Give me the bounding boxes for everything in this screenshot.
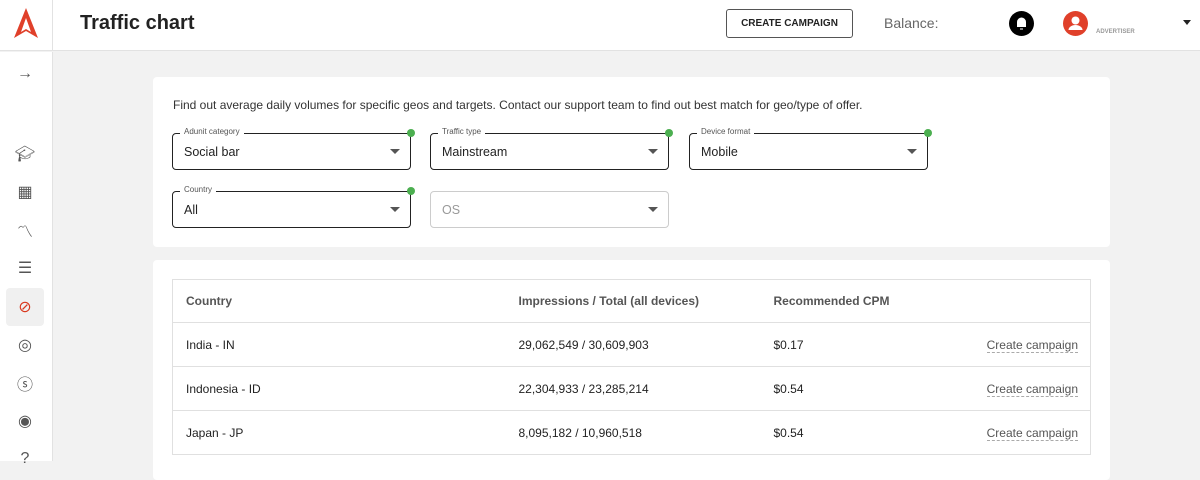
traffic-type-value: Mainstream xyxy=(442,145,508,159)
table-header: Country Impressions / Total (all devices… xyxy=(172,279,1091,323)
adunit-category-select[interactable]: Adunit category Social bar xyxy=(172,127,415,170)
os-placeholder: OS xyxy=(442,203,461,217)
dollar-icon[interactable]: ⓢ xyxy=(16,377,33,394)
top-bar: Traffic chart CREATE CAMPAIGN Balance: A… xyxy=(0,0,1200,51)
target-icon[interactable]: ◉ xyxy=(18,413,32,430)
country-value: All xyxy=(184,203,198,217)
create-campaign-link[interactable]: Create campaign xyxy=(986,337,1078,353)
dropdown-arrow-icon xyxy=(648,207,658,217)
table-row: Japan - JP 8,095,182 / 10,960,518 $0.54 … xyxy=(172,410,1091,455)
filters-card: Find out average daily volumes for speci… xyxy=(153,77,1110,247)
compass-icon[interactable]: ⊘ xyxy=(6,288,44,326)
status-dot xyxy=(924,129,932,137)
column-action xyxy=(933,279,1091,323)
adunit-category-label: Adunit category xyxy=(180,127,244,136)
column-country: Country xyxy=(172,279,506,323)
chevron-down-icon[interactable] xyxy=(1183,20,1191,29)
sidebar: → 🎓︎ ▦ 〽 ☰ ⊘ ◎ ⓢ ◉ ? xyxy=(0,52,53,467)
dropdown-arrow-icon xyxy=(648,149,658,159)
create-campaign-link[interactable]: Create campaign xyxy=(986,425,1078,441)
avatar[interactable] xyxy=(1063,11,1088,36)
create-campaign-button[interactable]: CREATE CAMPAIGN xyxy=(726,9,853,38)
device-format-select[interactable]: Device format Mobile xyxy=(689,127,932,170)
dashboard-icon[interactable]: ▦ xyxy=(17,184,33,201)
analytics-search-icon[interactable]: 〽 xyxy=(16,224,33,241)
column-cpm: Recommended CPM xyxy=(760,279,934,323)
column-impressions: Impressions / Total (all devices) xyxy=(505,279,761,323)
dropdown-arrow-icon xyxy=(390,149,400,159)
description: Find out average daily volumes for speci… xyxy=(173,98,863,112)
globe-search-icon[interactable]: ◎ xyxy=(18,337,32,354)
table-row: Indonesia - ID 22,304,933 / 23,285,214 $… xyxy=(172,366,1091,411)
user-role: ADVERTISER xyxy=(1096,29,1135,35)
traffic-type-select[interactable]: Traffic type Mainstream xyxy=(430,127,673,170)
adunit-category-value: Social bar xyxy=(184,145,240,159)
help-icon[interactable]: ? xyxy=(20,450,30,467)
dropdown-arrow-icon xyxy=(907,149,917,159)
impressions-cell: 8,095,182 / 10,960,518 xyxy=(505,410,761,455)
country-select[interactable]: Country All xyxy=(172,185,415,228)
impressions-cell: 29,062,549 / 30,609,903 xyxy=(505,322,761,367)
balance-label: Balance: xyxy=(884,15,939,31)
os-select[interactable]: OS xyxy=(430,191,669,228)
country-label: Country xyxy=(180,185,217,194)
logo-icon xyxy=(14,8,38,38)
table-row: India - IN 29,062,549 / 30,609,903 $0.17… xyxy=(172,322,1091,367)
dropdown-arrow-icon xyxy=(390,207,400,217)
cpm-cell: $0.54 xyxy=(760,366,934,411)
country-cell: India - IN xyxy=(172,322,506,367)
graduation-cap-icon[interactable]: 🎓︎ xyxy=(14,146,36,163)
list-icon[interactable]: ☰ xyxy=(17,260,33,277)
results-card: Country Impressions / Total (all devices… xyxy=(153,260,1110,480)
status-dot xyxy=(665,129,673,137)
arrow-right-icon[interactable]: → xyxy=(17,65,33,82)
device-format-value: Mobile xyxy=(701,145,738,159)
create-campaign-link[interactable]: Create campaign xyxy=(986,381,1078,397)
device-format-label: Device format xyxy=(697,127,755,136)
cpm-cell: $0.17 xyxy=(760,322,934,367)
traffic-table: Country Impressions / Total (all devices… xyxy=(172,279,1091,455)
status-dot xyxy=(407,187,415,195)
status-dot xyxy=(407,129,415,137)
cpm-cell: $0.54 xyxy=(760,410,934,455)
page-title: Traffic chart xyxy=(80,12,195,34)
bell-icon[interactable] xyxy=(1009,11,1034,36)
country-cell: Japan - JP xyxy=(172,410,506,455)
impressions-cell: 22,304,933 / 23,285,214 xyxy=(505,366,761,411)
traffic-type-label: Traffic type xyxy=(438,127,486,136)
country-cell: Indonesia - ID xyxy=(172,366,506,411)
logo[interactable] xyxy=(0,0,53,51)
